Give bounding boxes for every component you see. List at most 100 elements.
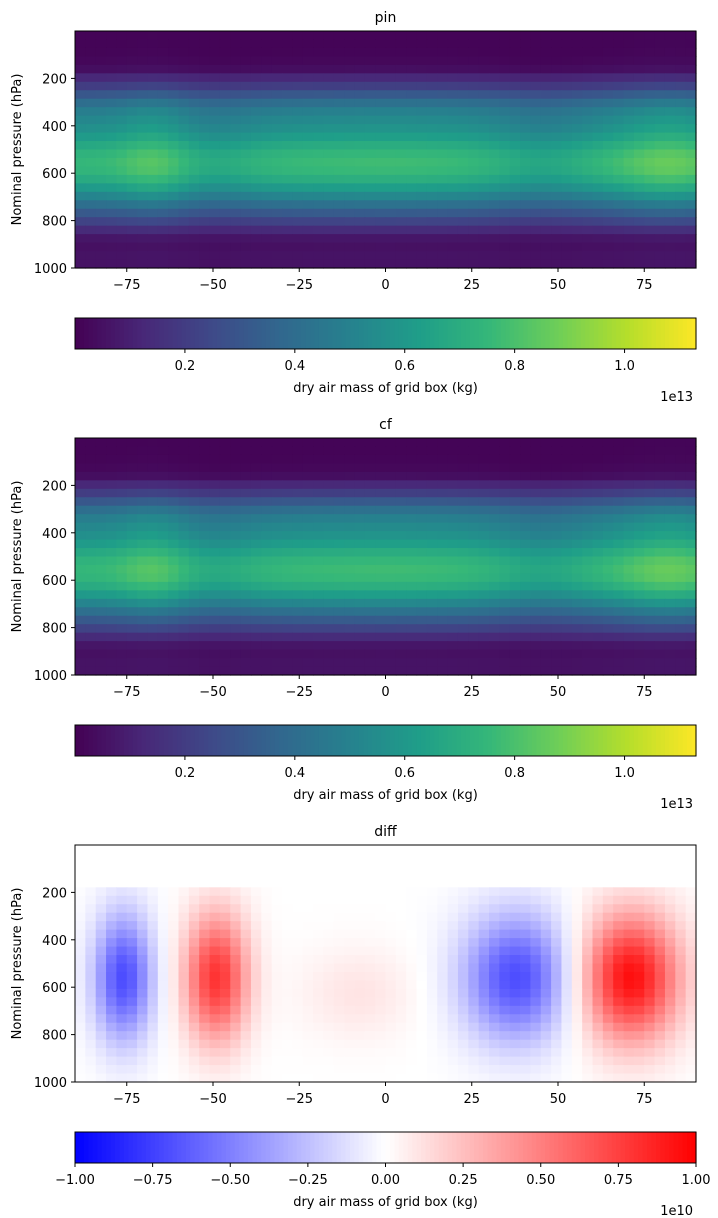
heatmap-cell — [250, 242, 262, 252]
heatmap-cell — [240, 904, 252, 914]
heatmap-cell — [178, 191, 190, 201]
heatmap-cell — [178, 90, 190, 100]
heatmap-cell — [395, 590, 407, 600]
heatmap-cell — [644, 522, 656, 532]
heatmap-cell — [582, 971, 594, 982]
colorbar-segment — [491, 725, 497, 756]
heatmap-cell — [219, 988, 231, 998]
heatmap-cell — [126, 641, 138, 651]
heatmap-cell — [437, 658, 449, 668]
heatmap-cell — [147, 1005, 159, 1015]
heatmap-cell — [551, 234, 563, 244]
heatmap-cell — [230, 641, 242, 651]
heatmap-cell — [116, 539, 128, 549]
heatmap-cell — [313, 225, 324, 235]
heatmap-cell — [468, 938, 480, 948]
heatmap-cell — [468, 658, 480, 668]
heatmap-cell — [95, 853, 107, 863]
heatmap-cell — [188, 632, 200, 642]
heatmap-cell — [219, 573, 231, 583]
heatmap-cell — [571, 904, 583, 914]
heatmap-cell — [106, 1022, 117, 1032]
colorbar-segment — [611, 725, 617, 756]
heatmap-cell — [540, 251, 552, 261]
heatmap-cell — [613, 878, 625, 888]
heatmap-cell — [395, 132, 407, 142]
heatmap-cell — [540, 480, 552, 490]
heatmap-cell — [644, 208, 656, 218]
heatmap-cell — [364, 963, 376, 973]
heatmap-cell — [302, 191, 314, 201]
heatmap-cell — [323, 564, 335, 575]
heatmap-cell — [126, 225, 138, 235]
heatmap-cell — [85, 480, 97, 490]
heatmap-cell — [385, 183, 397, 193]
heatmap-cell — [395, 259, 407, 269]
heatmap-cell — [95, 505, 107, 515]
heatmap-cell — [613, 31, 625, 41]
heatmap-cell — [219, 115, 231, 125]
heatmap-cell — [240, 259, 252, 269]
heatmap-cell — [489, 971, 500, 982]
panel-2: diff−75 −50 −25 0 25 50 752004006008001000Nomi… — [10, 824, 710, 1218]
heatmap-cell — [416, 666, 428, 676]
heatmap-cell — [126, 115, 138, 125]
heatmap-cell — [240, 471, 252, 481]
heatmap-cell — [530, 955, 542, 965]
heatmap-cell — [685, 47, 697, 57]
heatmap-cell — [571, 149, 583, 159]
heatmap-cell — [354, 259, 366, 269]
heatmap-cell — [116, 259, 128, 269]
heatmap-cell — [199, 556, 211, 566]
heatmap-cell — [582, 31, 594, 41]
heatmap-cell — [685, 438, 697, 448]
heatmap-cell — [375, 98, 387, 108]
heatmap-cell — [85, 624, 97, 634]
heatmap-cell — [375, 217, 387, 227]
heatmap-cell — [602, 56, 614, 66]
heatmap-cell — [540, 39, 552, 49]
heatmap-cell — [75, 1005, 86, 1015]
heatmap-cell — [302, 251, 314, 261]
heatmap-cell — [561, 929, 573, 939]
heatmap-cell — [106, 938, 117, 948]
heatmap-cell — [313, 980, 324, 990]
heatmap-cell — [457, 259, 469, 269]
heatmap-cell — [457, 522, 469, 532]
heatmap-cell — [499, 649, 511, 659]
heatmap-cell — [623, 658, 635, 668]
heatmap-cell — [282, 878, 293, 888]
heatmap-cell — [489, 90, 500, 100]
heatmap-cell — [613, 887, 625, 897]
heatmap-cell — [261, 548, 273, 558]
heatmap-cell — [385, 81, 397, 91]
heatmap-cell — [302, 929, 314, 939]
heatmap-cell — [178, 208, 190, 218]
heatmap-cell — [489, 980, 500, 990]
colorbar-segment — [381, 318, 387, 349]
heatmap-cell — [209, 522, 221, 532]
heatmap-cell — [157, 1005, 169, 1015]
colorbar-segment — [598, 318, 604, 349]
heatmap-cell — [664, 658, 676, 668]
heatmap-cell — [437, 225, 449, 235]
heatmap-cell — [292, 845, 304, 855]
x-tick-label: 25 — [463, 278, 480, 293]
heatmap-cell — [282, 666, 293, 676]
heatmap-cell — [571, 183, 583, 193]
heatmap-cell — [250, 556, 262, 566]
heatmap-cell — [209, 946, 221, 956]
colorbar-segment — [691, 318, 697, 349]
heatmap-cell — [623, 107, 635, 117]
heatmap-cell — [571, 997, 583, 1007]
heatmap-cell — [551, 174, 563, 184]
heatmap-cell — [540, 658, 552, 668]
heatmap-cell — [302, 98, 314, 108]
heatmap-cell — [530, 870, 542, 880]
heatmap-cell — [126, 980, 138, 990]
heatmap-cell — [313, 870, 324, 880]
heatmap-cell — [520, 988, 531, 998]
heatmap-cell — [385, 658, 397, 668]
heatmap-cell — [354, 531, 366, 541]
heatmap-cell — [571, 132, 583, 142]
